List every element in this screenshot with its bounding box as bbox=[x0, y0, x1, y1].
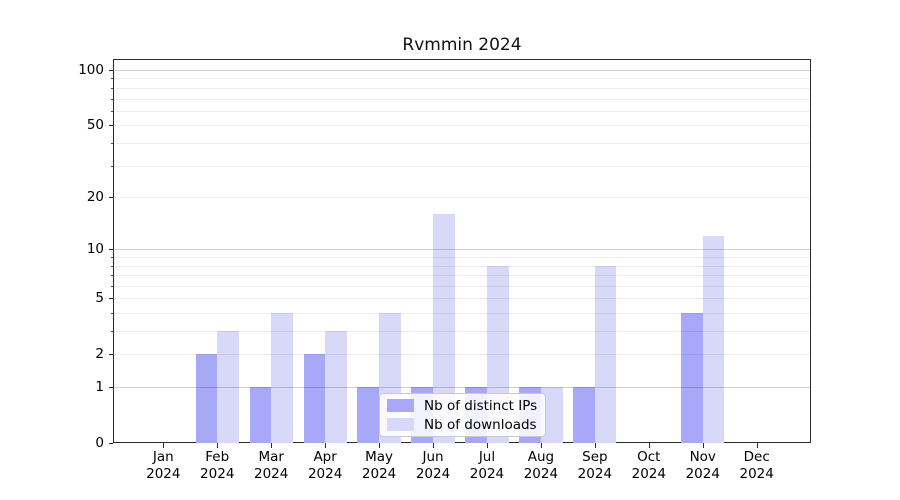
y-tick-1 bbox=[108, 387, 114, 389]
gridline-minor-80 bbox=[114, 87, 810, 89]
y-tick-label-100: 100 bbox=[78, 62, 104, 78]
y-minortick-3 bbox=[110, 331, 114, 333]
chart-title: Rvmmin 2024 bbox=[402, 35, 522, 55]
gridline-minor-20 bbox=[114, 197, 810, 199]
gridline-minor-70 bbox=[114, 98, 810, 100]
bar-downloads-feb bbox=[217, 331, 239, 444]
bar-distinct-ips-apr bbox=[303, 354, 326, 444]
y-minortick-4 bbox=[110, 313, 114, 315]
x-tick-label-may: May 2024 bbox=[361, 449, 397, 483]
bar-distinct-ips-sep bbox=[573, 387, 595, 444]
legend: Nb of distinct IPs Nb of downloads bbox=[379, 393, 546, 437]
y-tick-label-10: 10 bbox=[86, 241, 104, 258]
legend-item-distinct-ips: Nb of distinct IPs bbox=[387, 398, 545, 414]
y-minortick-8 bbox=[110, 265, 114, 267]
x-tick-label-oct: Oct 2024 bbox=[631, 449, 666, 483]
gridline-minor-5 bbox=[114, 298, 810, 300]
bar-downloads-nov bbox=[702, 235, 725, 444]
y-minortick-60 bbox=[110, 110, 114, 112]
plot-area bbox=[113, 59, 811, 444]
x-tick-apr bbox=[325, 443, 327, 448]
y-tick-50 bbox=[108, 125, 114, 127]
gridline-minor-8 bbox=[114, 265, 810, 267]
bar-downloads-aug bbox=[540, 387, 563, 444]
y-minortick-9 bbox=[110, 257, 114, 259]
x-tick-aug bbox=[540, 443, 542, 448]
gridline-minor-60 bbox=[114, 110, 810, 112]
y-tick-5 bbox=[108, 298, 114, 300]
y-tick-label-1: 1 bbox=[95, 379, 104, 396]
x-tick-label-nov: Nov 2024 bbox=[685, 449, 720, 483]
x-tick-sep bbox=[594, 443, 596, 448]
gridline-minor-7 bbox=[114, 275, 810, 277]
y-tick-0 bbox=[108, 443, 114, 445]
legend-label-downloads: Nb of downloads bbox=[424, 416, 537, 433]
x-tick-label-feb: Feb 2024 bbox=[200, 449, 235, 483]
y-tick-2 bbox=[108, 354, 114, 356]
bar-distinct-ips-nov bbox=[681, 313, 703, 444]
gridline-minor-6 bbox=[114, 285, 810, 287]
bar-downloads-apr bbox=[325, 331, 347, 444]
x-tick-label-mar: Mar 2024 bbox=[254, 449, 289, 483]
y-minortick-90 bbox=[110, 78, 114, 80]
y-tick-label-20: 20 bbox=[86, 189, 104, 206]
y-tick-label-5: 5 bbox=[95, 290, 104, 307]
y-tick-100 bbox=[108, 70, 114, 71]
gridline-major-100 bbox=[114, 69, 810, 71]
x-tick-label-sep: Sep 2024 bbox=[577, 449, 613, 483]
x-tick-jun bbox=[433, 443, 435, 448]
gridline-minor-4 bbox=[114, 313, 810, 315]
gridline-minor-30 bbox=[114, 165, 810, 167]
x-tick-label-dec: Dec 2024 bbox=[739, 449, 774, 483]
gridline-major-1 bbox=[114, 387, 810, 389]
y-tick-10 bbox=[108, 249, 114, 251]
y-minortick-70 bbox=[110, 98, 114, 100]
x-tick-label-apr: Apr 2024 bbox=[307, 449, 343, 483]
bar-downloads-mar bbox=[271, 313, 293, 444]
x-tick-label-jul: Jul 2024 bbox=[469, 449, 505, 483]
y-minortick-7 bbox=[110, 275, 114, 277]
y-tick-label-0: 0 bbox=[95, 435, 104, 452]
x-tick-dec bbox=[756, 443, 758, 448]
x-tick-jul bbox=[486, 443, 488, 448]
bar-downloads-jun bbox=[433, 214, 455, 444]
x-tick-jan bbox=[163, 443, 165, 448]
x-tick-label-jun: Jun 2024 bbox=[415, 449, 451, 483]
x-tick-may bbox=[379, 443, 381, 448]
gridline-major-10 bbox=[114, 249, 810, 251]
y-minortick-40 bbox=[110, 142, 114, 144]
y-tick-20 bbox=[108, 197, 114, 199]
bar-distinct-ips-mar bbox=[249, 387, 272, 444]
y-minortick-6 bbox=[110, 285, 114, 287]
y-minortick-30 bbox=[110, 165, 114, 167]
x-tick-label-jan: Jan 2024 bbox=[146, 449, 181, 483]
legend-swatch-downloads bbox=[387, 418, 414, 431]
x-tick-label-aug: Aug 2024 bbox=[523, 449, 559, 483]
x-tick-oct bbox=[648, 443, 650, 448]
y-minortick-80 bbox=[110, 87, 114, 89]
legend-swatch-distinct-ips bbox=[387, 399, 414, 412]
gridline-minor-90 bbox=[114, 78, 810, 80]
x-tick-feb bbox=[217, 443, 219, 448]
gridline-minor-3 bbox=[114, 331, 810, 333]
gridline-minor-40 bbox=[114, 142, 810, 144]
x-tick-mar bbox=[271, 443, 273, 448]
legend-item-downloads: Nb of downloads bbox=[387, 417, 545, 433]
gridline-minor-2 bbox=[114, 354, 810, 356]
bar-downloads-sep bbox=[594, 265, 617, 444]
gridline-minor-9 bbox=[114, 257, 810, 259]
x-tick-nov bbox=[702, 443, 704, 448]
bar-distinct-ips-feb bbox=[195, 354, 218, 444]
gridline-minor-50 bbox=[114, 125, 810, 127]
bar-distinct-ips-may bbox=[357, 387, 380, 444]
legend-label-distinct-ips: Nb of distinct IPs bbox=[424, 397, 538, 414]
y-tick-label-50: 50 bbox=[86, 117, 104, 134]
y-tick-label-2: 2 bbox=[95, 346, 104, 363]
